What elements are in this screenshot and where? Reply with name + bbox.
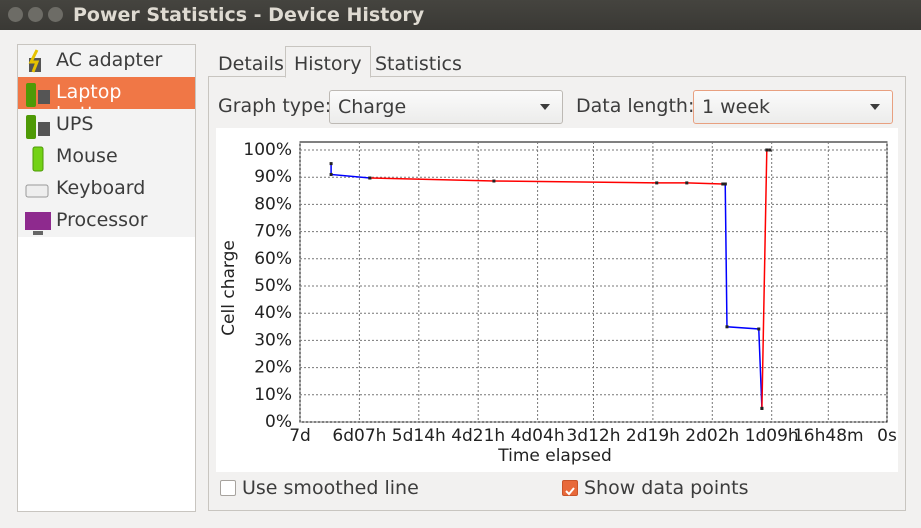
data-point — [721, 182, 725, 186]
x-tick-label: 2d19h — [626, 426, 680, 446]
device-icon — [25, 184, 49, 198]
combo-arrow — [540, 104, 550, 110]
series-line — [724, 183, 763, 409]
device-item[interactable]: AC adapter — [18, 45, 195, 77]
tab[interactable]: History — [285, 46, 371, 78]
device-icon — [25, 212, 51, 235]
combo-arrow — [870, 104, 880, 110]
data-point — [760, 406, 764, 410]
device-item[interactable]: Keyboard — [18, 173, 195, 205]
graph-type-combo[interactable]: Charge — [329, 90, 563, 124]
device-item[interactable]: UPS — [18, 109, 195, 141]
device-item[interactable]: Mouse — [18, 141, 195, 173]
x-tick-label: 0s — [877, 426, 897, 446]
x-tick-label: 2d02h — [685, 426, 739, 446]
chart: Cell charge Time elapsed 0% 10% 20% 30% 40% 5… — [216, 128, 898, 472]
device-icon — [26, 83, 50, 107]
y-tick-label: 0% — [265, 412, 292, 432]
y-tick-label: 30% — [254, 330, 292, 350]
device-list: AC adapter Laptop batteryUPS Mouse Keyboard… — [17, 44, 196, 512]
combo-value: Charge — [338, 96, 407, 118]
tab[interactable]: Statistics — [375, 53, 462, 75]
device-icon — [26, 115, 50, 139]
device-item[interactable]: Processor — [18, 205, 195, 237]
data-point — [685, 181, 689, 185]
y-tick-label: 40% — [254, 303, 292, 323]
device-label: Mouse — [56, 145, 118, 167]
x-tick-label: 5d14h — [392, 426, 446, 446]
data-point — [492, 179, 496, 183]
x-tick-label: 1d09h — [745, 426, 799, 446]
data-point — [329, 172, 333, 176]
y-tick-label: 60% — [254, 249, 292, 269]
combo-value: 1 week — [702, 96, 771, 118]
data-length-label: Data length: — [576, 95, 695, 117]
checkbox[interactable] — [220, 480, 236, 496]
graph-type-label: Graph type: — [218, 95, 332, 117]
checkbox-label: Show data points — [584, 477, 749, 499]
data-point — [723, 182, 727, 186]
device-label: Keyboard — [56, 177, 146, 199]
x-tick-label: 4d04h — [511, 426, 565, 446]
tab[interactable]: Details — [218, 53, 284, 75]
checkbox[interactable] — [562, 480, 578, 496]
data-point — [768, 148, 772, 152]
window-title: Power Statistics - Device History — [73, 4, 425, 26]
data-point — [329, 162, 333, 166]
data-point — [725, 325, 729, 329]
y-tick-label: 90% — [254, 167, 292, 187]
title-bar: Power Statistics - Device History — [0, 0, 921, 30]
close-button[interactable] — [8, 7, 23, 22]
x-tick-label: 4d21h — [451, 426, 505, 446]
y-axis-label: Cell charge — [219, 240, 239, 336]
y-tick-label: 80% — [254, 194, 292, 214]
checkbox-label: Use smoothed line — [242, 477, 419, 499]
x-tick-label: 6d07h — [332, 426, 386, 446]
maximize-button[interactable] — [48, 7, 63, 22]
y-tick-label: 70% — [254, 222, 292, 242]
minimize-button[interactable] — [28, 7, 43, 22]
device-label: AC adapter — [56, 49, 163, 71]
y-tick-label: 10% — [254, 385, 292, 405]
device-item[interactable]: Laptop battery — [18, 77, 195, 125]
data-point — [757, 327, 761, 331]
data-point — [368, 176, 372, 180]
y-tick-label: 100% — [243, 140, 292, 160]
data-point — [765, 148, 769, 152]
x-tick-label: 7d — [289, 426, 311, 446]
data-length-combo[interactable]: 1 week — [693, 90, 893, 124]
y-tick-label: 20% — [254, 358, 292, 378]
device-label: Processor — [56, 209, 148, 231]
device-icon — [32, 146, 44, 172]
device-label: UPS — [56, 113, 94, 135]
y-tick-label: 50% — [254, 276, 292, 296]
x-tick-label: 3d12h — [566, 426, 620, 446]
x-axis-label: Time elapsed — [497, 446, 612, 466]
check-mark — [565, 487, 575, 496]
x-tick-label: 16h48m — [793, 426, 864, 446]
device-icon — [28, 49, 41, 73]
data-point — [655, 181, 659, 185]
